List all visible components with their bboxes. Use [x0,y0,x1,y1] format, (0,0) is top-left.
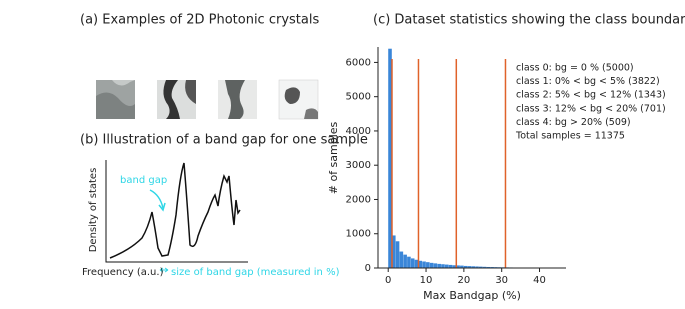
annotation: class 0: bg = 0 % (5000) [516,63,634,74]
bar [391,235,396,268]
bar [407,256,411,268]
crystal-samples [96,79,319,120]
band-gap-illustration [105,160,248,273]
bar [437,263,441,268]
bar [403,254,407,268]
dos-label: Density of states [88,168,99,253]
frequency-label: Frequency (a.u.) [82,267,164,278]
x-tick-label: 0 [385,275,391,286]
x-axis-label: Max Bandgap (%) [423,289,521,302]
bar [444,264,449,268]
bar [452,265,457,268]
annotation: Total samples = 11375 [515,131,625,142]
annotation: class 1: 0% < bg < 5% (3822) [516,76,660,87]
y-tick-label: 6000 [346,57,371,68]
bar [414,259,419,268]
bar [399,251,404,268]
bar [456,265,460,268]
bar [471,266,476,268]
chart-title: (c) Dataset statistics showing the class… [373,13,685,28]
bar [467,266,472,268]
bar [478,266,483,268]
x-tick-label: 10 [420,275,433,286]
x-tick-label: 20 [458,275,471,286]
y-tick-label: 1000 [346,229,371,240]
bar [395,241,400,268]
bar [441,264,445,268]
annotation: class 2: 5% < bg < 12% (1343) [516,90,666,101]
gap-size-label: size of band gap (measured in %) [171,267,340,278]
x-tick-label: 30 [495,275,508,286]
bar [418,260,423,268]
bar [426,262,430,268]
y-axis-label: # of samples [327,121,340,194]
panel-b-title: (b) Illustration of a band gap for one s… [80,133,368,148]
annotation: class 3: 12% < bg < 20% (701) [516,103,666,114]
bar [486,266,491,268]
bar [460,265,464,268]
bar [433,263,438,268]
annotation: class 4: bg > 20% (509) [516,117,631,128]
y-tick-label: 2000 [346,194,371,205]
bar [448,264,453,268]
bar [422,261,426,268]
bar [463,265,468,268]
y-tick-label: 0 [365,263,371,274]
bar [410,258,415,268]
x-tick-label: 40 [533,275,546,286]
band-gap-label: band gap [120,175,167,186]
y-tick-label: 4000 [346,126,371,137]
y-tick-label: 5000 [346,92,371,103]
panel-a-title: (a) Examples of 2D Photonic crystals [80,13,319,28]
bar [475,266,479,268]
bar [429,262,434,268]
bar [388,48,392,268]
y-tick-label: 3000 [346,160,371,171]
bar [482,266,487,268]
